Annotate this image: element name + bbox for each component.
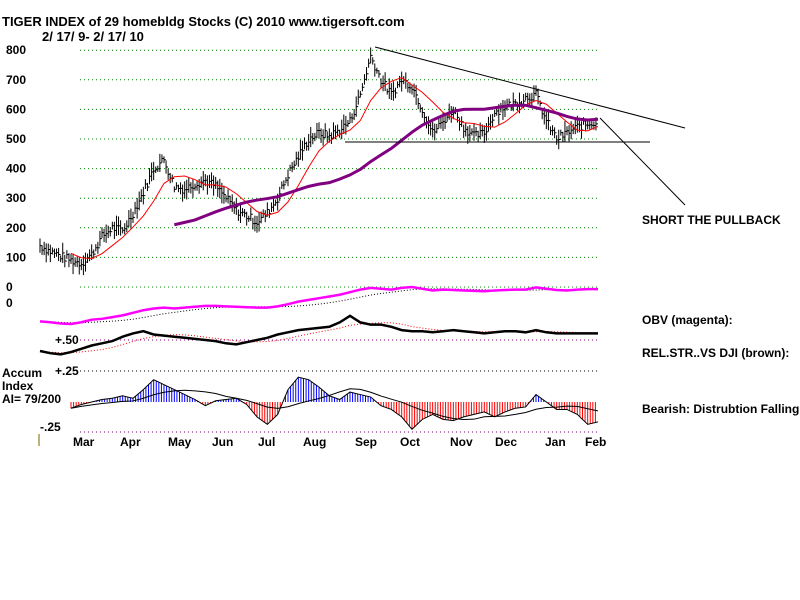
y-tick-label: 400 [6,162,26,176]
y-tick-label: 0 [6,280,13,294]
x-tick-label: Mar [73,435,95,449]
ai-top-tick: +.25 [55,364,79,378]
y-tick-label: 600 [6,102,26,116]
short-moving-average-line [70,77,599,260]
x-tick-label: Aug [303,435,326,449]
annotation-pointer-line [599,117,686,206]
obv-legend: OBV (magenta): [642,313,733,327]
x-tick-label: May [168,435,192,449]
y-tick-label: 100 [6,250,26,264]
y-tick-label: 300 [6,191,26,205]
y-tick-label: 800 [6,43,26,57]
x-tick-label: Dec [495,435,517,449]
annotation-short: SHORT THE PULLBACK [642,213,781,227]
rs-tick: +.50 [55,333,79,347]
x-tick-label: Sep [355,435,377,449]
obv-line [39,285,598,326]
x-tick-label: Oct [400,435,420,449]
date-range: 2/ 17/ 9- 2/ 17/ 10 [42,29,144,44]
ai-legend: Bearish: Distrubtion Falling. [642,402,800,416]
accum-index-line [70,376,599,431]
accum-index-moving-average [70,388,599,421]
y-tick-label: 500 [6,132,26,146]
rel-strength-line [39,314,598,356]
ai-bottom-tick: -.25 [40,420,61,434]
rs-moving-average [39,322,599,354]
ai-value: AI= 79/200 [2,392,62,406]
obv-moving-average [39,288,599,324]
chart-title: TIGER INDEX of 29 homebldg Stocks (C) 20… [2,14,405,29]
x-tick-label: Feb [585,435,606,449]
rs-legend: REL.STR..VS DJI (brown): [642,346,790,360]
ai-title-2: Index [2,379,34,393]
long-moving-average-line [173,103,599,227]
obv-zero-label: 0 [6,296,13,310]
y-tick-label: 200 [6,221,26,235]
x-tick-label: Jul [258,435,275,449]
x-tick-label: Apr [120,435,141,449]
x-tick-label: Jun [212,435,233,449]
x-tick-label: Nov [450,435,473,449]
resistance-trendline [374,46,686,129]
x-tick-label: Jan [545,435,566,449]
y-tick-label: 700 [6,73,26,87]
ai-title-1: Accum [2,366,43,380]
